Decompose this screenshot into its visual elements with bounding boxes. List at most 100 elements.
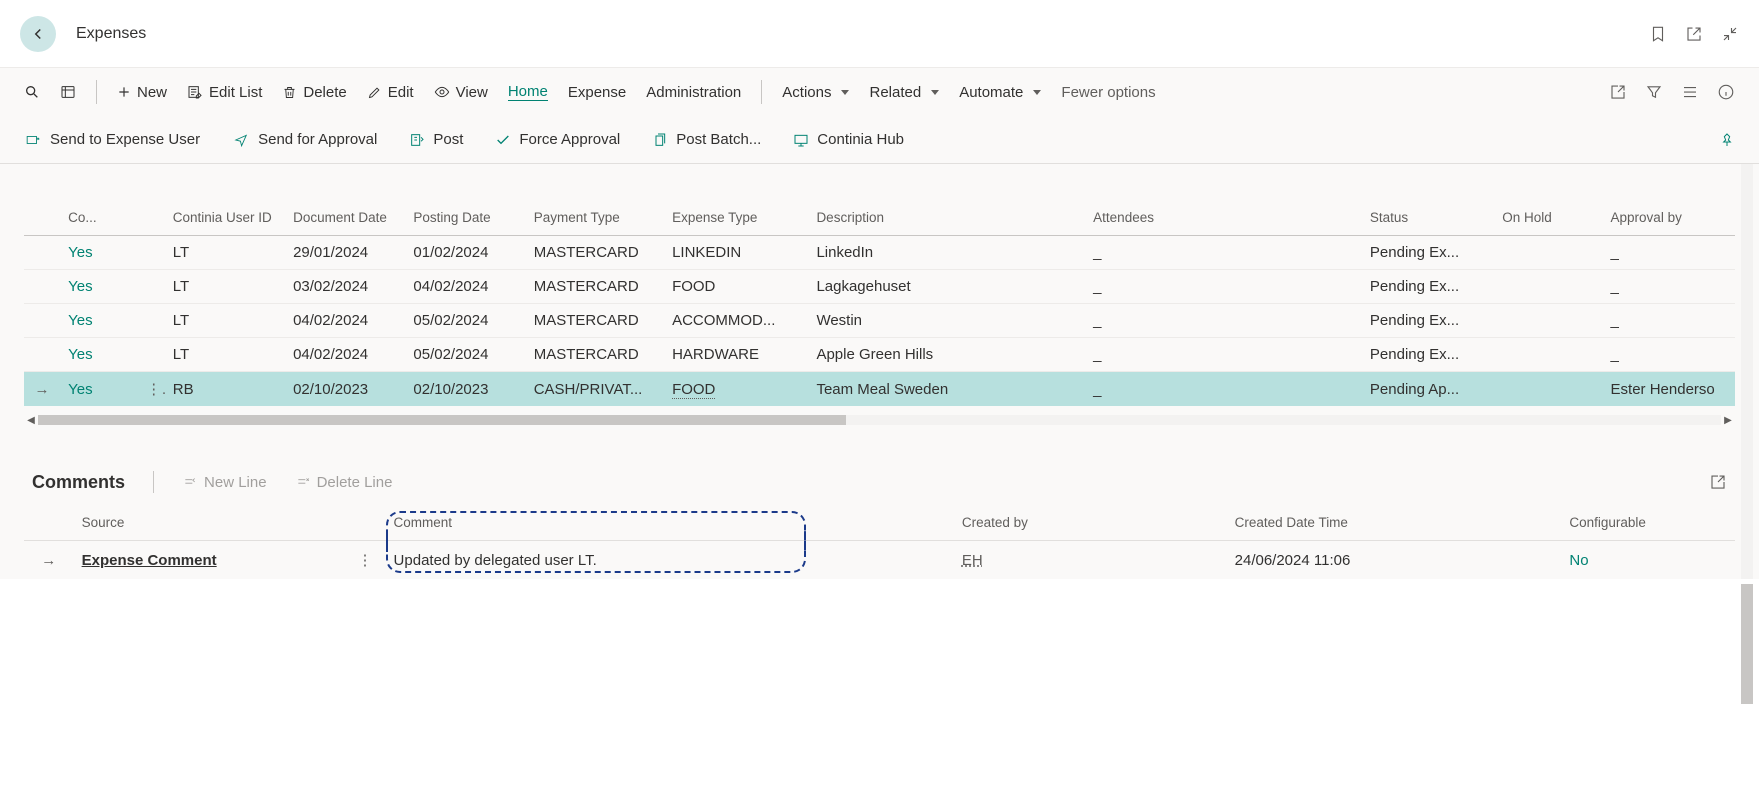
- delete-button[interactable]: Delete: [282, 84, 346, 101]
- cell-status: Pending Ex...: [1362, 236, 1494, 270]
- col-desc[interactable]: Description: [808, 204, 1085, 236]
- force-label: Force Approval: [519, 131, 620, 148]
- row-indicator-icon: [24, 338, 60, 372]
- comment-text: Updated by delegated user LT.: [386, 530, 806, 573]
- related-menu[interactable]: Related: [869, 84, 939, 101]
- col-pay-type[interactable]: Payment Type: [526, 204, 664, 236]
- cell-attendees: _: [1085, 236, 1362, 270]
- col-doc-date[interactable]: Document Date: [285, 204, 405, 236]
- tab-home[interactable]: Home: [508, 83, 548, 101]
- col-approval-by[interactable]: Approval by: [1603, 204, 1735, 236]
- table-row[interactable]: YesLT03/02/202404/02/2024MASTERCARDFOODL…: [24, 270, 1735, 304]
- vertical-scroll-track[interactable]: [1741, 164, 1753, 579]
- table-row[interactable]: YesLT29/01/202401/02/2024MASTERCARDLINKE…: [24, 236, 1735, 270]
- toolbar-right: [1609, 83, 1735, 101]
- new-button[interactable]: New: [117, 84, 167, 101]
- horizontal-scrollbar[interactable]: ◀ ▶: [24, 414, 1735, 426]
- delete-label: Delete: [303, 84, 346, 101]
- edit-list-icon: [187, 84, 203, 100]
- send-to-user-button[interactable]: Send to Expense User: [24, 131, 200, 148]
- new-line-icon: [182, 475, 198, 489]
- col-post-date[interactable]: Posting Date: [405, 204, 525, 236]
- cell-exp-type: ACCOMMOD...: [664, 304, 808, 338]
- scroll-right-icon[interactable]: ▶: [1721, 413, 1735, 427]
- cell-co[interactable]: Yes: [60, 304, 138, 338]
- col-co[interactable]: Co...: [60, 204, 138, 236]
- table-row[interactable]: →Yes⋮RB02/10/202302/10/2023CASH/PRIVAT..…: [24, 372, 1735, 407]
- cell-co[interactable]: Yes: [60, 372, 138, 407]
- page-title: Expenses: [76, 25, 146, 43]
- edit-list-button[interactable]: Edit List: [187, 84, 262, 101]
- row-menu-icon[interactable]: [138, 270, 164, 304]
- ccol-source[interactable]: Source: [74, 505, 347, 541]
- cell-co[interactable]: Yes: [60, 236, 138, 270]
- col-on-hold[interactable]: On Hold: [1494, 204, 1602, 236]
- cell-status: Pending Ex...: [1362, 270, 1494, 304]
- rows-icon[interactable]: [1681, 83, 1699, 101]
- row-menu-icon[interactable]: [138, 338, 164, 372]
- delete-line-button[interactable]: Delete Line: [295, 474, 393, 491]
- scroll-left-icon[interactable]: ◀: [24, 413, 38, 427]
- row-menu-icon[interactable]: [138, 236, 164, 270]
- post-button[interactable]: Post: [409, 131, 463, 148]
- new-line-button[interactable]: New Line: [182, 474, 267, 491]
- batch-label: Post Batch...: [676, 131, 761, 148]
- plus-icon: [117, 85, 131, 99]
- edit-button[interactable]: Edit: [367, 84, 414, 101]
- comment-source[interactable]: Expense Comment: [74, 541, 347, 580]
- pin-icon[interactable]: [1719, 132, 1735, 148]
- ccol-configurable[interactable]: Configurable: [1561, 505, 1735, 541]
- force-approval-button[interactable]: Force Approval: [495, 131, 620, 148]
- popout-icon[interactable]: [1685, 25, 1703, 43]
- view-button[interactable]: View: [434, 84, 488, 101]
- bookmark-icon[interactable]: [1649, 25, 1667, 43]
- cell-user: LT: [165, 236, 285, 270]
- post-batch-button[interactable]: Post Batch...: [652, 131, 761, 148]
- cell-status: Pending Ap...: [1362, 372, 1494, 407]
- row-menu-icon[interactable]: [138, 304, 164, 338]
- table-row[interactable]: YesLT04/02/202405/02/2024MASTERCARDACCOM…: [24, 304, 1735, 338]
- col-user-id[interactable]: Continia User ID: [165, 204, 285, 236]
- info-icon[interactable]: [1717, 83, 1735, 101]
- collapse-icon[interactable]: [1721, 25, 1739, 43]
- list-button[interactable]: [60, 84, 76, 100]
- ccol-created-by[interactable]: Created by: [954, 505, 1227, 541]
- comments-header: Comments New Line Delete Line: [24, 471, 1735, 505]
- comment-row[interactable]: → Expense Comment ⋮ Updated by delegated…: [24, 541, 1735, 580]
- ccol-created-dt[interactable]: Created Date Time: [1227, 505, 1562, 541]
- tab-expense[interactable]: Expense: [568, 84, 626, 101]
- row-menu-icon[interactable]: ⋮: [346, 541, 383, 580]
- comment-configurable[interactable]: No: [1561, 541, 1735, 580]
- comments-share-icon[interactable]: [1709, 473, 1727, 491]
- cell-desc: LinkedIn: [808, 236, 1085, 270]
- automate-menu[interactable]: Automate: [959, 84, 1041, 101]
- row-menu-icon[interactable]: ⋮: [138, 372, 164, 407]
- cell-post-date: 05/02/2024: [405, 338, 525, 372]
- cell-co[interactable]: Yes: [60, 338, 138, 372]
- col-attendees[interactable]: Attendees: [1085, 204, 1362, 236]
- grid-header-row: Co... Continia User ID Document Date Pos…: [24, 204, 1735, 236]
- filter-icon[interactable]: [1645, 83, 1663, 101]
- comment-created-by[interactable]: EH: [954, 541, 1227, 580]
- tab-administration[interactable]: Administration: [646, 84, 741, 101]
- scroll-track[interactable]: [38, 415, 1721, 425]
- new-line-label: New Line: [204, 474, 267, 491]
- cell-doc-date: 04/02/2024: [285, 304, 405, 338]
- comment-cell[interactable]: Updated by delegated user LT.: [384, 541, 954, 580]
- col-status[interactable]: Status: [1362, 204, 1494, 236]
- fewer-options-button[interactable]: Fewer options: [1061, 84, 1155, 101]
- table-row[interactable]: YesLT04/02/202405/02/2024MASTERCARDHARDW…: [24, 338, 1735, 372]
- actions-menu[interactable]: Actions: [782, 84, 849, 101]
- send-approval-button[interactable]: Send for Approval: [232, 131, 377, 148]
- search-button[interactable]: [24, 84, 40, 100]
- continia-hub-button[interactable]: Continia Hub: [793, 131, 904, 148]
- cell-co[interactable]: Yes: [60, 270, 138, 304]
- cell-desc: Team Meal Sweden: [808, 372, 1085, 407]
- row-indicator-icon: [24, 236, 60, 270]
- col-exp-type[interactable]: Expense Type: [664, 204, 808, 236]
- back-button[interactable]: [20, 16, 56, 52]
- vertical-scroll-thumb[interactable]: [1741, 584, 1753, 704]
- separator: [96, 80, 97, 104]
- scroll-thumb[interactable]: [38, 415, 846, 425]
- share-icon[interactable]: [1609, 83, 1627, 101]
